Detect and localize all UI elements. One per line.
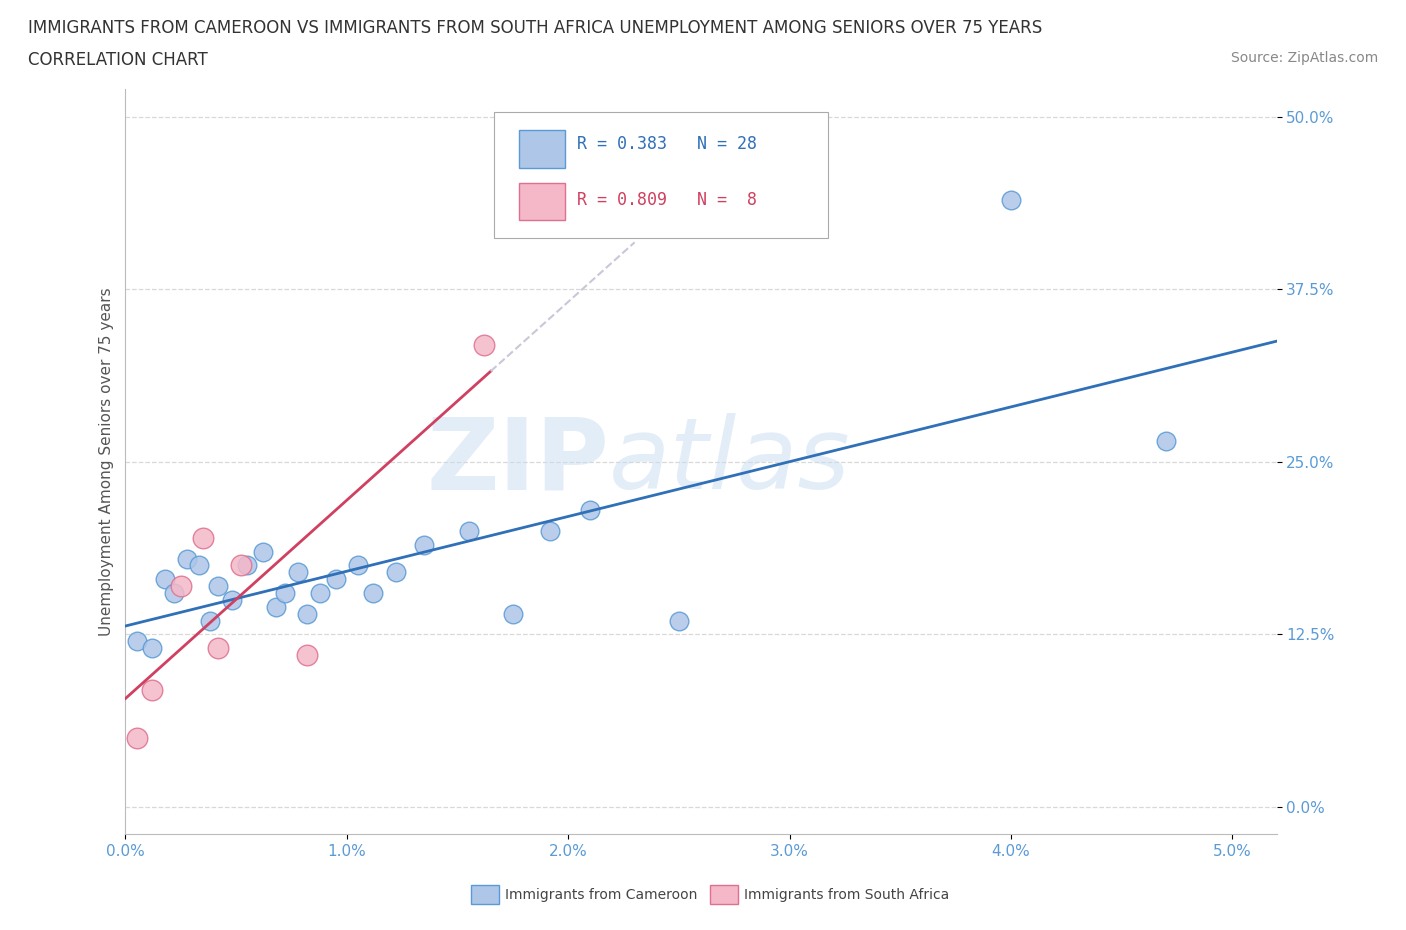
Point [125, 634, 148, 649]
Point [579, 503, 602, 518]
Point [384, 565, 406, 579]
Point [264, 599, 287, 614]
FancyBboxPatch shape [519, 130, 565, 167]
Point [413, 538, 436, 552]
Point [363, 586, 385, 601]
Point [176, 551, 198, 566]
Text: Immigrants from South Africa: Immigrants from South Africa [744, 887, 949, 902]
Point [155, 572, 177, 587]
Point [125, 730, 148, 745]
Point [325, 572, 347, 587]
Text: ZIP: ZIP [426, 414, 609, 511]
Point [295, 647, 318, 662]
FancyBboxPatch shape [519, 182, 565, 219]
Point [141, 683, 163, 698]
Point [191, 530, 214, 545]
Point [274, 586, 297, 601]
Point [287, 565, 309, 579]
Text: CORRELATION CHART: CORRELATION CHART [28, 51, 208, 69]
FancyBboxPatch shape [494, 112, 828, 238]
Point [141, 641, 163, 656]
Point [472, 338, 495, 352]
Point [163, 586, 186, 601]
Point [540, 524, 562, 538]
Point [229, 558, 252, 573]
Text: R = 0.809   N =  8: R = 0.809 N = 8 [576, 191, 756, 208]
Point [309, 586, 332, 601]
Point [207, 578, 229, 593]
Point [187, 558, 209, 573]
Point [347, 558, 370, 573]
Point [457, 524, 479, 538]
Point [207, 641, 229, 656]
Point [502, 606, 524, 621]
Text: Source: ZipAtlas.com: Source: ZipAtlas.com [1230, 51, 1378, 65]
Y-axis label: Unemployment Among Seniors over 75 years: Unemployment Among Seniors over 75 years [100, 287, 114, 636]
Point [295, 606, 318, 621]
Text: IMMIGRANTS FROM CAMEROON VS IMMIGRANTS FROM SOUTH AFRICA UNEMPLOYMENT AMONG SENI: IMMIGRANTS FROM CAMEROON VS IMMIGRANTS F… [28, 19, 1042, 36]
Text: R = 0.383   N = 28: R = 0.383 N = 28 [576, 135, 756, 153]
Point [198, 613, 221, 628]
Point [252, 544, 274, 559]
Point [1000, 193, 1022, 207]
Point [1154, 433, 1177, 448]
Text: atlas: atlas [609, 414, 851, 511]
Text: Immigrants from Cameroon: Immigrants from Cameroon [505, 887, 697, 902]
Point [170, 578, 193, 593]
Point [668, 613, 690, 628]
Point [236, 558, 259, 573]
Point [221, 592, 243, 607]
